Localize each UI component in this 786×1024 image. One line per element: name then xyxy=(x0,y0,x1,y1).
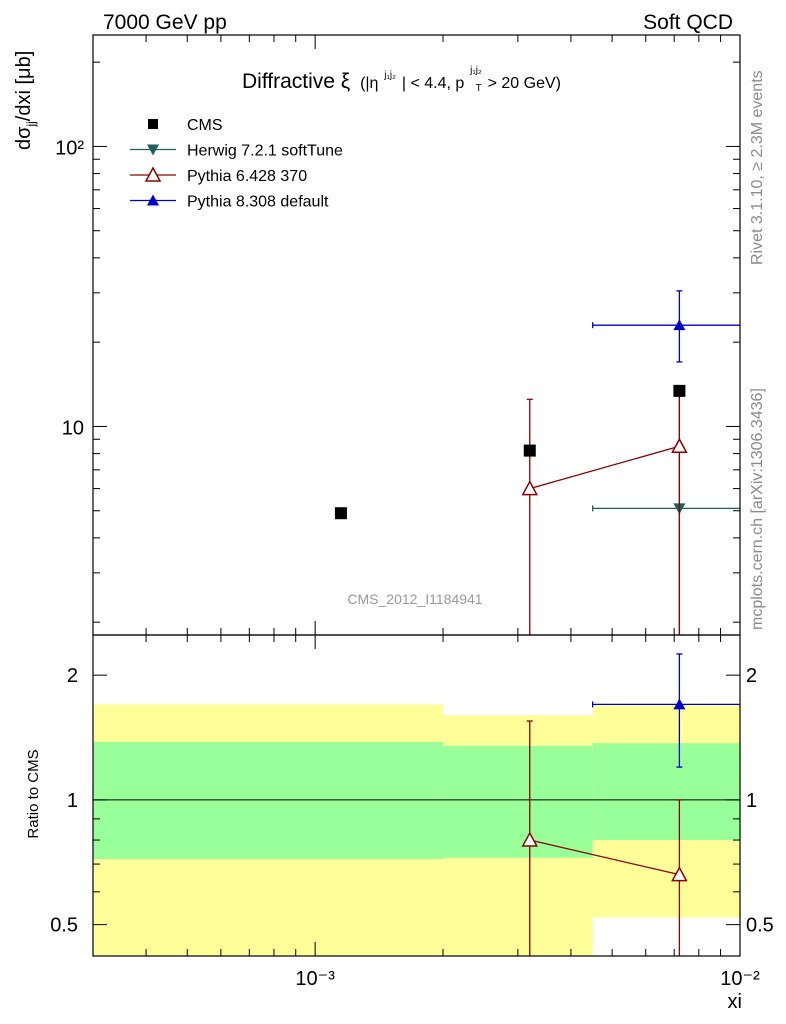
ratio-axis-ticks: 0.5 0.5 1 1 2 2 xyxy=(50,635,774,956)
x-axis-label: xi xyxy=(728,991,742,1013)
legend-herwig-7-2-1-softtune-label: Herwig 7.2.1 softTune xyxy=(187,143,343,160)
ratio-pythia-6-428-370-line xyxy=(529,839,680,876)
chart-title-cut-b: | < 4.4, p xyxy=(402,75,465,92)
chart-title-sub-b: T xyxy=(476,83,482,94)
analysis-watermark: CMS_2012_I1184941 xyxy=(347,591,482,607)
ratio-pythia-6-428-370-point-1 xyxy=(671,866,688,882)
ratio-ytick-label-right-0: 0.5 xyxy=(746,915,774,937)
chart-title-sup-b: j₁j₂ xyxy=(469,65,482,76)
legend-pythia-6-428-370-marker xyxy=(144,166,162,182)
main-pythia-6-428-370-point-0 xyxy=(521,479,539,496)
legend: CMS Herwig 7.2.1 softTune Pythia 6.428 370… xyxy=(130,117,343,211)
ratio-panel xyxy=(93,704,740,956)
ratio-y-axis-label: Ratio to CMS xyxy=(25,749,42,838)
main-cms-point-1 xyxy=(523,444,536,457)
x-tick-label-1: 10⁻² xyxy=(720,968,760,990)
chart-title-sup-a: j₁j₂ xyxy=(383,70,396,81)
main-ytick-label-0: 10 xyxy=(62,417,84,439)
main-data-layer xyxy=(334,290,740,635)
ratio-ytick-label-right-2: 2 xyxy=(746,665,757,687)
chart-title-cut-c: > 20 GeV) xyxy=(488,75,561,92)
main-pythia-8-308-default-point-0 xyxy=(673,319,686,331)
main-pythia-6-428-370-point-1 xyxy=(671,437,688,453)
chart-title-cut-a: (|η xyxy=(360,75,378,92)
process-label: Soft QCD xyxy=(643,11,733,34)
x-tick-label-0: 10⁻³ xyxy=(295,968,335,990)
rivet-label: Rivet 3.1.10, ≥ 2.3M events xyxy=(749,70,766,265)
chart-title-main: Diffractive ξ xyxy=(242,70,350,93)
ratio-band-inner-2 xyxy=(592,743,740,841)
energy-label: 7000 GeV pp xyxy=(103,11,227,34)
ratio-ytick-label-right-1: 1 xyxy=(746,790,757,812)
main-ytick-label-1: 10² xyxy=(55,137,84,159)
ratio-band-inner-1 xyxy=(443,745,593,858)
ratio-frame xyxy=(92,634,741,957)
legend-pythia-8-308-default-label: Pythia 8.308 default xyxy=(187,194,329,211)
legend-pythia-6-428-370-label: Pythia 6.428 370 xyxy=(187,168,307,185)
main-cms-point-0 xyxy=(334,507,347,520)
x-axis-labels: 10⁻³ 10⁻² xyxy=(295,968,760,990)
ratio-band-inner-0 xyxy=(93,741,444,860)
main-pythia-6-428-370-line xyxy=(529,445,680,490)
main-y-axis-label: dσjj/dxi [μb] xyxy=(13,51,38,150)
ratio-pythia-6-428-370-point-0 xyxy=(521,831,539,847)
legend-cms-marker xyxy=(148,119,158,129)
legend-cms-label: CMS xyxy=(187,117,223,134)
chart-title: Diffractive ξ (|η j₁j₂ | < 4.4, p j₁j₂ T… xyxy=(242,55,561,96)
main-axis-ticks: 10 10² xyxy=(55,35,741,635)
legend-herwig-7-2-1-softtune-marker xyxy=(147,144,159,156)
ratio-ytick-label-left-1: 1 xyxy=(67,790,78,812)
ratio-pythia-8-308-default-point-0 xyxy=(673,698,686,710)
ratio-data-layer xyxy=(521,653,740,956)
main-cms-point-2 xyxy=(673,384,686,397)
ratio-ytick-label-left-2: 2 xyxy=(67,665,78,687)
ratio-ytick-label-left-0: 0.5 xyxy=(50,915,78,937)
mcplots-label: mcplots.cern.ch [arXiv:1306.3436] xyxy=(749,388,766,630)
legend-pythia-8-308-default-marker xyxy=(147,194,159,206)
